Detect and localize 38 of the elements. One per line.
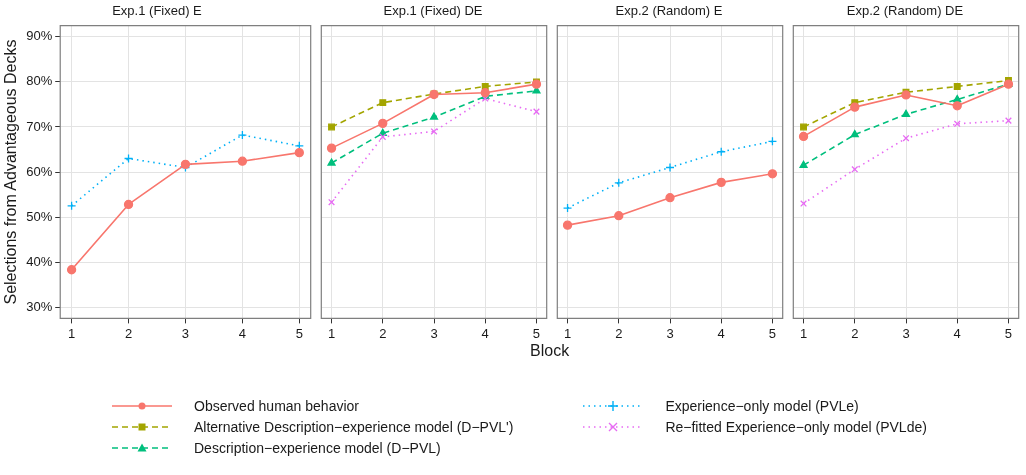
legend-label: Observed human behavior <box>194 398 359 414</box>
x-tick-label: 5 <box>1004 325 1013 341</box>
x-tick-label: 2 <box>851 325 859 341</box>
legend-label: Description−experience model (D−PVL) <box>194 440 441 456</box>
y-tick-label: 80% <box>26 73 53 89</box>
x-tick-label: 1 <box>327 325 336 341</box>
x-tick-label: 5 <box>532 325 541 341</box>
legend-label: Re−fitted Experience−only model (PVLde) <box>665 419 927 435</box>
y-tick-label: 90% <box>26 28 53 44</box>
x-tick-label: 3 <box>666 325 674 341</box>
legend-label: Experience−only model (PVLe) <box>665 398 859 414</box>
x-tick-label: 1 <box>67 325 76 341</box>
x-tick-label: 4 <box>481 325 489 341</box>
x-axis-title: Block <box>530 342 570 359</box>
chart-title: Exp.1 (Fixed) E <box>112 3 203 19</box>
x-tick-label: 5 <box>768 325 777 341</box>
y-tick-label: 50% <box>26 208 53 224</box>
x-tick-label: 1 <box>563 325 572 341</box>
x-tick-label: 1 <box>799 325 808 341</box>
x-tick-label: 4 <box>953 325 961 341</box>
x-tick-label: 4 <box>717 325 725 341</box>
chart-title: Exp.2 (Random) DE <box>846 3 964 19</box>
x-tick-label: 2 <box>124 325 133 341</box>
x-tick-label: 3 <box>902 325 910 341</box>
x-tick-label: 2 <box>615 325 623 341</box>
y-tick-label: 60% <box>26 163 53 179</box>
y-axis-title: Selections from Advantageous Decks <box>2 39 20 305</box>
y-tick-label: 30% <box>26 298 53 314</box>
x-tick-label: 4 <box>238 325 246 341</box>
y-tick-label: 70% <box>26 118 53 134</box>
x-tick-label: 5 <box>295 325 303 341</box>
x-tick-label: 3 <box>181 325 190 341</box>
chart-title: Exp.1 (Fixed) DE <box>383 3 483 19</box>
chart-title: Exp.2 (Random) E <box>615 3 723 19</box>
legend-label: Alternative Description−experience model (D−PVL') <box>194 419 514 435</box>
x-tick-label: 3 <box>430 325 438 341</box>
y-tick-label: 40% <box>26 253 53 269</box>
x-tick-label: 2 <box>379 325 387 341</box>
